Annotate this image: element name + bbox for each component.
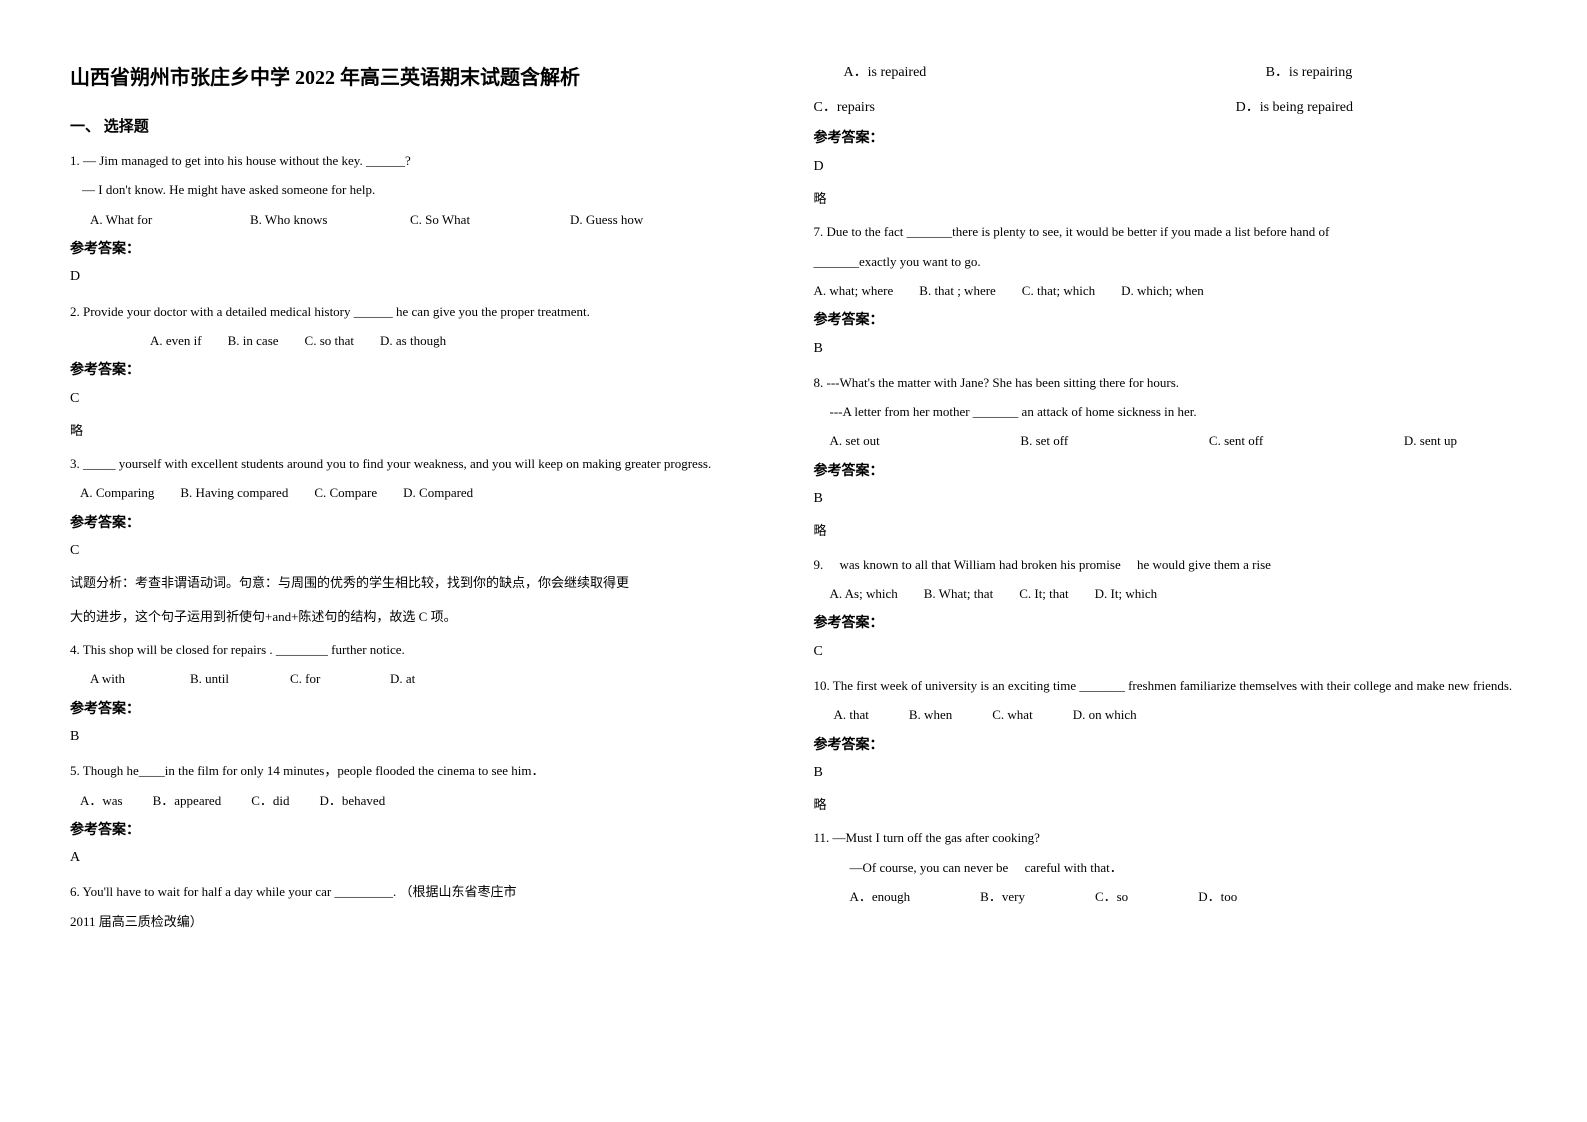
q11-line2: —Of course, you can never be careful wit… xyxy=(850,856,1518,879)
answer-label: 参考答案： xyxy=(814,308,1518,333)
q1-line2: — I don't know. He might have asked some… xyxy=(82,178,774,201)
q3-answer: C xyxy=(70,538,774,563)
q10-opt-c: C. what xyxy=(992,703,1032,726)
q6-opt-b: B．is repairing xyxy=(1266,60,1517,85)
q10-line1: 10. The first week of university is an e… xyxy=(814,674,1518,697)
q4-answer: B xyxy=(70,724,774,749)
q3-line1: 3. _____ yourself with excellent student… xyxy=(70,452,774,475)
q11-line1: 11. —Must I turn off the gas after cooki… xyxy=(814,826,1518,849)
q4-opt-d: D. at xyxy=(390,667,415,690)
q8-opt-c: C. sent off xyxy=(1209,429,1263,452)
q7-answer: B xyxy=(814,336,1518,361)
q1-line1: 1. — Jim managed to get into his house w… xyxy=(70,149,774,172)
q2-opts: A. even if B. in case C. so that D. as t… xyxy=(150,329,774,352)
q8-opt-b: B. set off xyxy=(1020,429,1068,452)
answer-label: 参考答案： xyxy=(70,697,774,722)
q1-answer: D xyxy=(70,264,774,289)
q5-opt-d: D．behaved xyxy=(320,789,386,812)
q1-opt-d: D. Guess how xyxy=(570,208,643,231)
q10-opt-d: D. on which xyxy=(1073,703,1137,726)
q6-opt-c: C．repairs xyxy=(814,95,1236,120)
q5-answer: A xyxy=(70,845,774,870)
q4-opt-c: C. for xyxy=(290,667,390,690)
answer-label: 参考答案： xyxy=(70,818,774,843)
answer-label: 参考答案： xyxy=(70,237,774,262)
q11-opt-c: C．so xyxy=(1095,885,1128,908)
q10-opt-a: A. that xyxy=(834,703,869,726)
q4-text: 4. This shop will be closed for repairs … xyxy=(70,638,774,661)
q10-answer: B xyxy=(814,760,1518,785)
page-title: 山西省朔州市张庄乡中学 2022 年高三英语期末试题含解析 xyxy=(70,60,774,96)
q6-text2: 2011 届高三质检改编） xyxy=(70,910,774,933)
answer-label: 参考答案： xyxy=(814,611,1518,636)
q8-answer: B xyxy=(814,486,1518,511)
q8-opt-d: D. sent up xyxy=(1404,429,1457,452)
q5-opt-b: B．appeared xyxy=(153,789,222,812)
q3-analysis2: 大的进步，这个句子运用到祈使句+and+陈述句的结构，故选 C 项。 xyxy=(70,605,774,628)
answer-label: 参考答案： xyxy=(814,733,1518,758)
q5-text: 5. Though he____in the film for only 14 … xyxy=(70,759,774,782)
q11-opt-d: D．too xyxy=(1198,885,1237,908)
section-header: 一、 选择题 xyxy=(70,114,774,141)
note-omit: 略 xyxy=(70,419,774,442)
q8-line2: ---A letter from her mother _______ an a… xyxy=(830,400,1518,423)
q11-opt-a: A．enough xyxy=(850,885,911,908)
note-omit: 略 xyxy=(814,187,1518,210)
q2-text: 2. Provide your doctor with a detailed m… xyxy=(70,300,774,323)
q8-line1: 8. ---What's the matter with Jane? She h… xyxy=(814,371,1518,394)
q9-answer: C xyxy=(814,639,1518,664)
q7-opts: A. what; where B. that ; where C. that; … xyxy=(814,279,1518,302)
q1-opt-b: B. Who knows xyxy=(250,208,410,231)
q4-opt-a: A with xyxy=(90,667,190,690)
q6-opt-d: D．is being repaired xyxy=(1236,95,1517,120)
q9-opts: A. As; which B. What; that C. It; that D… xyxy=(830,582,1518,605)
q2-answer: C xyxy=(70,386,774,411)
q6-answer: D xyxy=(814,154,1518,179)
q5-opt-a: A．was xyxy=(80,789,123,812)
q3-opts: A. Comparing B. Having compared C. Compa… xyxy=(80,481,774,504)
q1-opt-a: A. What for xyxy=(90,208,250,231)
q1-opt-c: C. So What xyxy=(410,208,570,231)
answer-label: 参考答案： xyxy=(70,511,774,536)
q6-text: 6. You'll have to wait for half a day wh… xyxy=(70,880,774,903)
answer-label: 参考答案： xyxy=(814,459,1518,484)
q3-analysis1: 试题分析：考查非谓语动词。句意：与周围的优秀的学生相比较，找到你的缺点，你会继续… xyxy=(70,571,774,594)
q7-line1: 7. Due to the fact _______there is plent… xyxy=(814,220,1518,243)
q5-opt-c: C．did xyxy=(251,789,289,812)
note-omit: 略 xyxy=(814,793,1518,816)
q9-text: 9. was known to all that William had bro… xyxy=(814,553,1518,576)
note-omit: 略 xyxy=(814,519,1518,542)
q7-line2: _______exactly you want to go. xyxy=(814,250,1518,273)
answer-label: 参考答案： xyxy=(814,126,1518,151)
answer-label: 参考答案： xyxy=(70,358,774,383)
q8-opt-a: A. set out xyxy=(830,429,880,452)
q6-opt-a: A．is repaired xyxy=(844,60,1266,85)
q4-opt-b: B. until xyxy=(190,667,290,690)
q10-opt-b: B. when xyxy=(909,703,952,726)
q11-opt-b: B．very xyxy=(980,885,1025,908)
